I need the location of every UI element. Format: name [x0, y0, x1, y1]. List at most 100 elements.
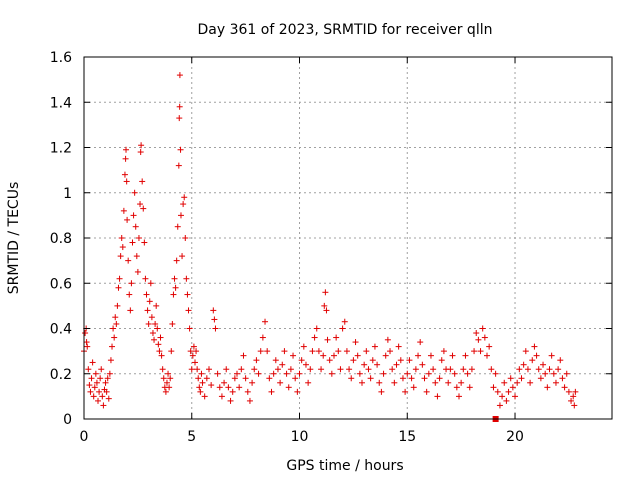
- data-point: [124, 216, 131, 223]
- data-point: [533, 352, 540, 359]
- data-point: [166, 384, 173, 391]
- data-point: [137, 201, 144, 208]
- data-point: [391, 379, 398, 386]
- data-point: [151, 336, 158, 343]
- data-point: [185, 307, 192, 314]
- data-point: [174, 223, 181, 230]
- data-point: [149, 330, 156, 337]
- data-point: [156, 348, 163, 355]
- data-point: [281, 348, 288, 355]
- data-point: [109, 343, 116, 350]
- data-point: [352, 339, 359, 346]
- data-point: [305, 379, 312, 386]
- data-point: [298, 357, 305, 364]
- data-point: [125, 257, 132, 264]
- data-point: [522, 348, 529, 355]
- x-tick-label: 15: [398, 429, 416, 445]
- data-point: [163, 379, 170, 386]
- data-point: [120, 207, 127, 214]
- data-point: [473, 330, 480, 337]
- data-point: [455, 393, 462, 400]
- data-point: [451, 370, 458, 377]
- y-tick-labels: 0 0.2 0.4 0.6 0.8 1 1.2 1.4 1.6: [50, 50, 72, 428]
- data-point: [328, 370, 335, 377]
- data-point: [432, 379, 439, 386]
- y-tick-label: 1.2: [50, 141, 72, 157]
- data-point: [427, 352, 434, 359]
- data-point: [116, 275, 123, 282]
- data-point: [542, 370, 549, 377]
- data-point: [384, 336, 391, 343]
- data-point: [399, 375, 406, 382]
- data-point: [287, 366, 294, 373]
- data-point: [186, 325, 193, 332]
- data-point: [356, 370, 363, 377]
- data-point: [570, 393, 577, 400]
- data-point: [350, 357, 357, 364]
- data-point: [449, 352, 456, 359]
- data-point: [323, 307, 330, 314]
- data-point: [114, 302, 121, 309]
- y-tick-label: 1.6: [50, 50, 72, 66]
- data-point: [99, 393, 106, 400]
- data-point: [229, 388, 236, 395]
- data-points: [81, 72, 579, 422]
- data-point: [107, 357, 114, 364]
- data-point: [279, 361, 286, 368]
- data-point: [253, 357, 260, 364]
- data-point: [440, 348, 447, 355]
- data-point: [272, 357, 279, 364]
- x-tick-label: 10: [291, 429, 309, 445]
- data-point: [274, 366, 281, 373]
- data-point: [447, 366, 454, 373]
- data-point: [184, 291, 191, 298]
- data-point: [189, 352, 196, 359]
- data-point: [315, 348, 322, 355]
- data-point: [212, 325, 219, 332]
- data-point: [249, 379, 256, 386]
- data-point: [139, 178, 146, 185]
- y-tick-label: 1: [63, 186, 72, 202]
- x-axis-label: GPS time / hours: [286, 458, 403, 474]
- data-point: [190, 343, 197, 350]
- data-point: [205, 366, 212, 373]
- data-point: [313, 325, 320, 332]
- x-tick-label: 20: [506, 429, 524, 445]
- data-point: [365, 366, 372, 373]
- data-point: [145, 320, 152, 327]
- data-point: [397, 357, 404, 364]
- data-point: [262, 318, 269, 325]
- data-point: [168, 348, 175, 355]
- data-point: [540, 361, 547, 368]
- data-point: [111, 334, 118, 341]
- data-point: [555, 366, 562, 373]
- data-point: [197, 388, 204, 395]
- data-point: [512, 393, 519, 400]
- data-point: [412, 366, 419, 373]
- data-point: [144, 307, 151, 314]
- data-point: [85, 366, 92, 373]
- data-point: [84, 343, 91, 350]
- data-point: [134, 268, 141, 275]
- data-point: [155, 341, 162, 348]
- data-point: [557, 357, 564, 364]
- data-point: [169, 320, 176, 327]
- data-point: [307, 366, 314, 373]
- data-point: [96, 388, 103, 395]
- data-point: [104, 375, 111, 382]
- y-tick-label: 0.8: [50, 231, 72, 247]
- data-point: [462, 352, 469, 359]
- y-tick-label: 0.4: [50, 322, 72, 338]
- data-point: [486, 343, 493, 350]
- data-point: [264, 348, 271, 355]
- data-point: [257, 348, 264, 355]
- data-point: [330, 352, 337, 359]
- x-tick-label: 0: [80, 429, 89, 445]
- data-point: [309, 348, 316, 355]
- data-point: [322, 289, 329, 296]
- data-point: [251, 366, 258, 373]
- data-point: [157, 334, 164, 341]
- data-point: [320, 352, 327, 359]
- data-point: [436, 375, 443, 382]
- data-point: [531, 343, 538, 350]
